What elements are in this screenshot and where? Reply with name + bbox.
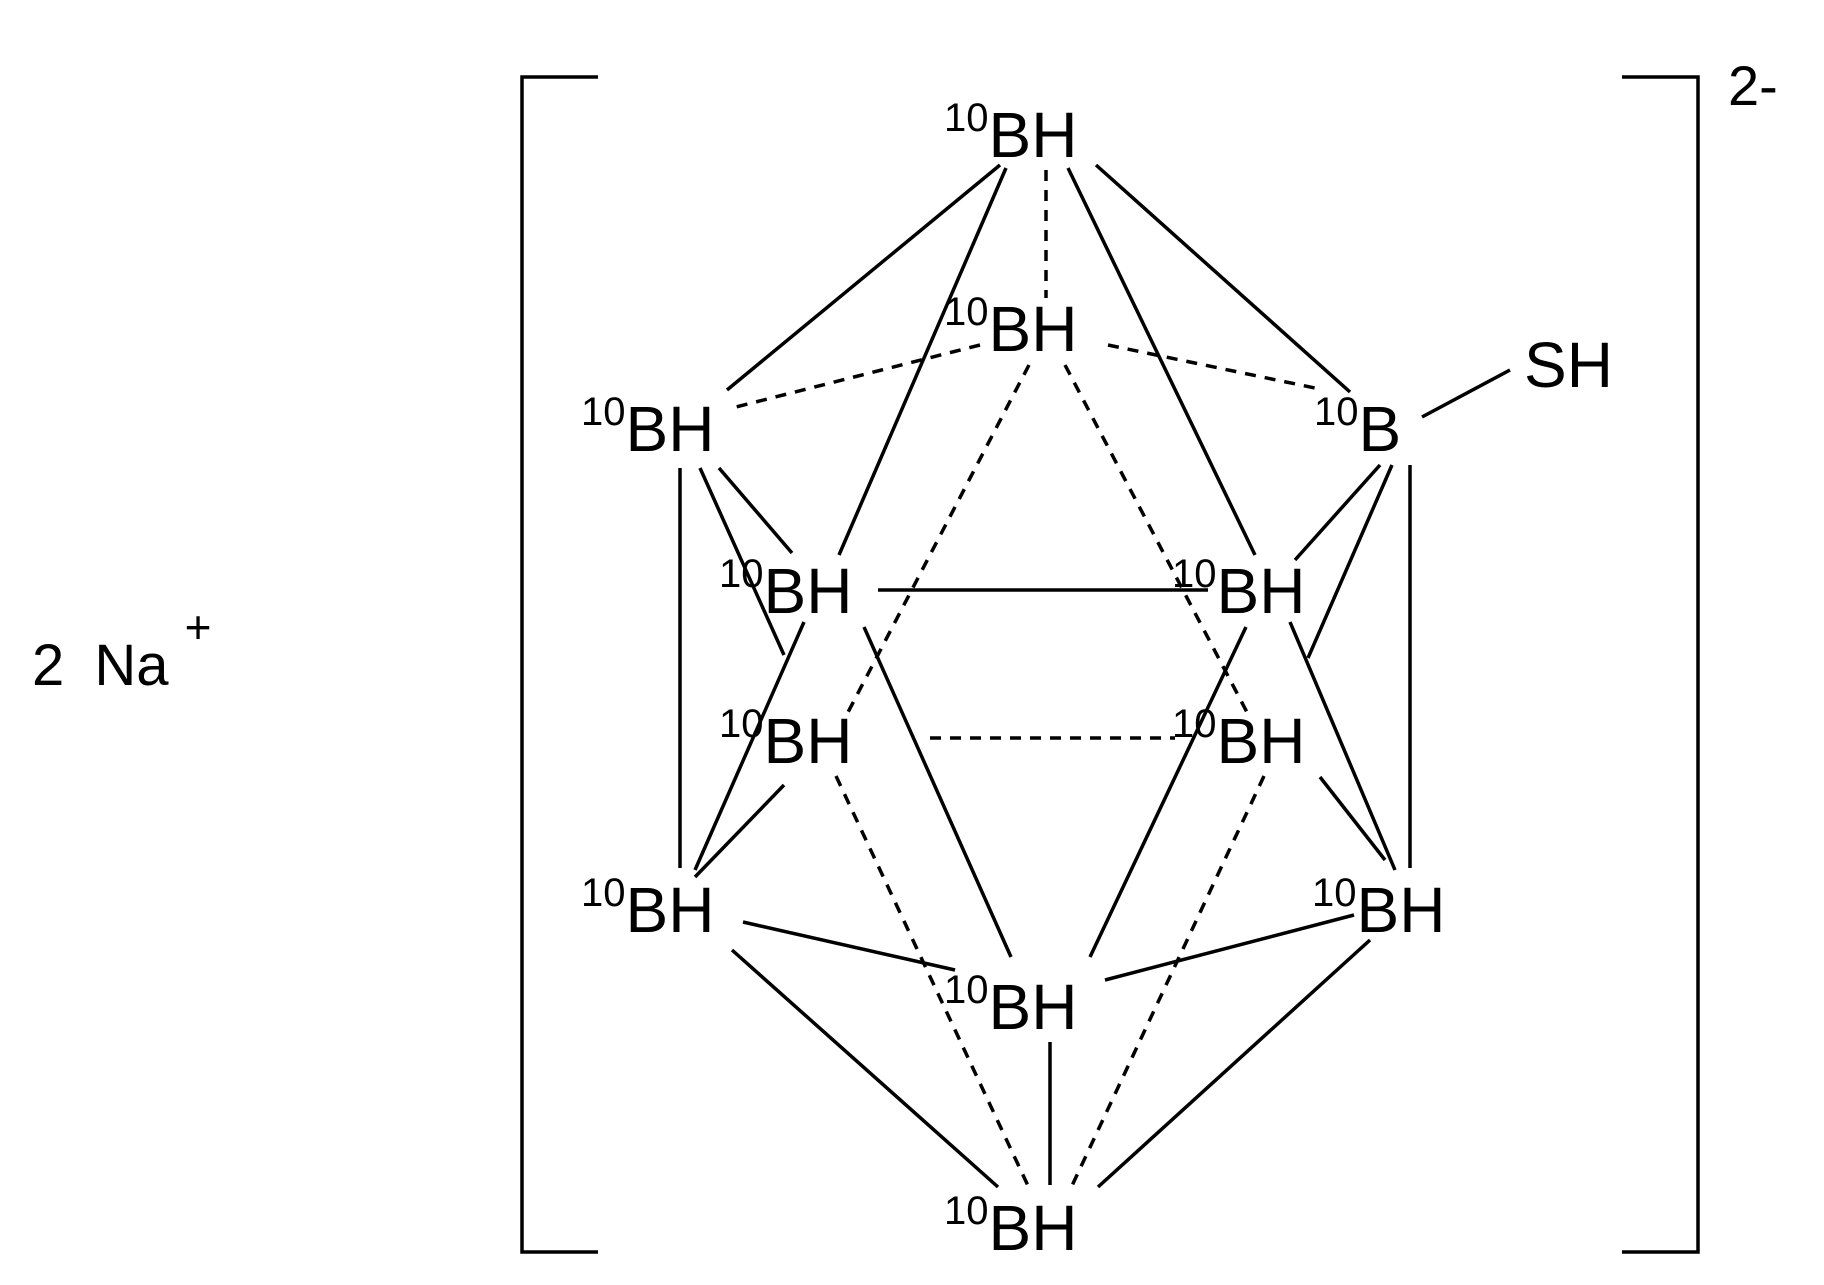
bond-ul-lml — [698, 467, 786, 656]
atom-mr: 10BH — [1172, 552, 1305, 627]
bond-ul-ml — [717, 466, 794, 555]
bond-ll-bot — [730, 948, 1000, 1189]
bond-lr-bot — [1096, 938, 1372, 1189]
atom-lmr: 10BH — [1172, 702, 1305, 777]
atom-ul: 10BH — [581, 390, 714, 465]
bond-ub-lml — [843, 364, 1031, 719]
atom-top: 10BH — [944, 96, 1077, 171]
sodium-counterion: 2 Na + — [32, 601, 212, 698]
bond-ll-lc — [742, 920, 956, 972]
bond-lmr-lr — [1318, 775, 1387, 862]
atom-ub: 10BH — [944, 290, 1077, 365]
bond-ml-ll — [693, 621, 806, 871]
atom-labels: 10BH 10BH 10BH 10B 10BH 10BH 10BH 10BH 1… — [581, 96, 1613, 1264]
dashed-bonds — [731, 170, 1316, 1191]
bond-ub-ul — [731, 343, 981, 410]
bond-mr-lr — [1288, 621, 1397, 871]
counterion-count: 2 — [32, 633, 64, 698]
bond-top-ml — [837, 167, 1008, 556]
atom-lr: 10BH — [1312, 871, 1445, 946]
ion-charge: 2- — [1728, 54, 1778, 117]
bond-ur-mr — [1293, 463, 1382, 562]
atom-lml: 10BH — [719, 702, 852, 777]
bond-ll-lml — [693, 783, 786, 879]
bond-top-ul — [725, 163, 1002, 392]
bond-lc-lr — [1104, 913, 1355, 982]
atom-bot: 10BH — [944, 1189, 1077, 1264]
bond-lml-bot — [834, 775, 1032, 1191]
atom-ur: 10B — [1314, 390, 1401, 465]
solid-bonds — [678, 163, 1511, 1189]
bond-lc-mr — [1088, 626, 1248, 958]
bond-top-mr — [1066, 167, 1257, 556]
bond-ur-lmr — [1306, 464, 1394, 659]
right-bracket — [1622, 75, 1700, 1254]
bond-ml-lc — [862, 626, 1013, 958]
thiol-group: SH — [1524, 329, 1613, 401]
atom-ml: 10BH — [719, 552, 852, 627]
bond-ub-lmr — [1063, 364, 1252, 719]
bond-ub-ur — [1107, 343, 1316, 390]
counterion-charge: + — [185, 601, 212, 653]
bond-ur-sh — [1421, 368, 1511, 419]
left-bracket — [520, 75, 598, 1254]
counterion-element: Na — [94, 633, 169, 698]
bond-lmr-bot — [1068, 775, 1266, 1191]
bond-top-ur — [1094, 163, 1352, 394]
atom-ll: 10BH — [581, 871, 714, 946]
atom-lc: 10BH — [944, 968, 1077, 1043]
